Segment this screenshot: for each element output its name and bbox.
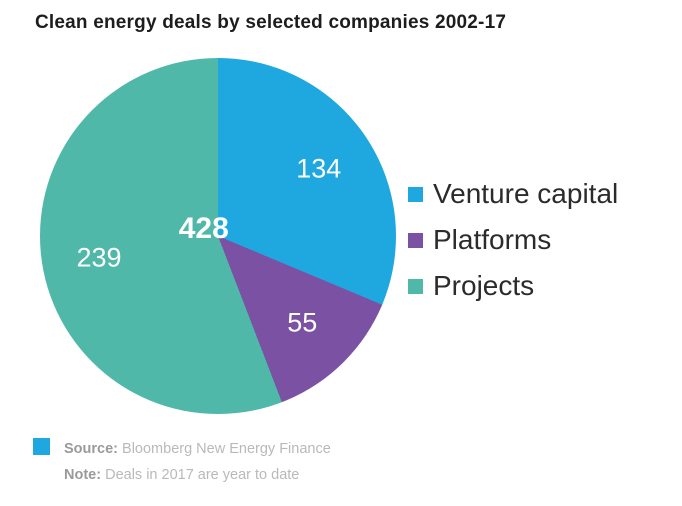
legend-item-venture-capital: Venture capital: [408, 178, 618, 210]
legend-swatch-projects: [408, 278, 423, 294]
footer-lines: Source: Bloomberg New Energy Finance Not…: [64, 436, 331, 488]
slice-value-label: 134: [296, 153, 342, 184]
slice-value-label: 239: [76, 242, 122, 273]
note-label: Note:: [64, 467, 102, 483]
pie-chart: 428 134 55 239: [40, 58, 396, 414]
legend: Venture capital Platforms Projects: [408, 178, 618, 302]
pie-total-label: 428: [178, 211, 229, 245]
source-label: Source:: [64, 441, 118, 457]
legend-label-venture-capital: Venture capital: [433, 178, 619, 209]
legend-label-projects: Projects: [433, 270, 535, 301]
note-line: Note: Deals in 2017 are year to date: [64, 462, 331, 488]
legend-swatch-venture-capital: [408, 186, 423, 202]
legend-label-platforms: Platforms: [433, 224, 552, 255]
legend-item-platforms: Platforms: [408, 224, 618, 256]
slice-value-label: 55: [287, 307, 318, 338]
footer: Source: Bloomberg New Energy Finance Not…: [33, 436, 331, 488]
legend-swatch-platforms: [408, 232, 423, 248]
note-text: Deals in 2017 are year to date: [105, 467, 300, 483]
chart-title: Clean energy deals by selected companies…: [35, 12, 507, 33]
legend-item-projects: Projects: [408, 270, 618, 302]
source-line: Source: Bloomberg New Energy Finance: [64, 436, 331, 462]
source-text: Bloomberg New Energy Finance: [122, 441, 331, 457]
footer-swatch-icon: [33, 438, 50, 455]
